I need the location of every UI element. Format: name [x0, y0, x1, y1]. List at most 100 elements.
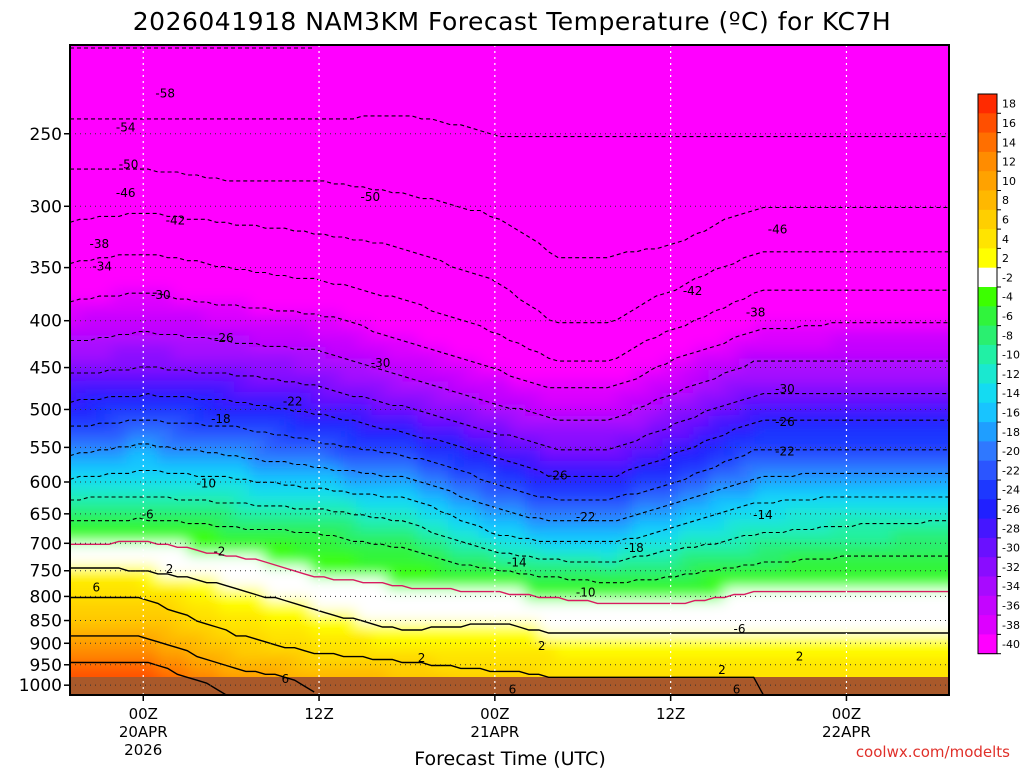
field-cell: [203, 427, 220, 440]
field-cell: [141, 59, 158, 72]
field-cell: [80, 266, 97, 279]
field-cell: [877, 657, 893, 670]
field-cell: [371, 301, 388, 314]
field-cell: [570, 496, 587, 509]
field-cell: [141, 45, 158, 49]
field-cell: [815, 404, 832, 417]
field-cell: [341, 657, 357, 670]
field-cell: [954, 589, 970, 601]
field-cell: [754, 657, 771, 670]
field-cell: [80, 473, 97, 486]
x-tick-label: 22APR: [822, 723, 871, 741]
field-cell: [678, 404, 694, 417]
field-cell: [524, 611, 541, 624]
field-cell: [800, 174, 817, 187]
field-cell: [356, 462, 373, 475]
field-cell: [509, 174, 526, 187]
field-cell: [632, 266, 648, 279]
field-cell: [800, 45, 817, 49]
field-cell: [647, 243, 664, 256]
field-cell: [478, 94, 495, 107]
field-cell: [295, 381, 311, 394]
field-cell: [218, 531, 235, 544]
y-tick-label: 800: [30, 587, 62, 607]
field-cell: [570, 209, 587, 222]
field-cell: [586, 416, 602, 429]
colorbar-label: -28: [1002, 522, 1020, 535]
field-cell: [70, 370, 82, 383]
field-cell: [831, 370, 847, 383]
field-cell: [785, 623, 802, 636]
field-cell: [801, 704, 817, 716]
field-cell: [172, 450, 189, 463]
field-cell: [463, 140, 480, 153]
field-cell: [70, 140, 82, 153]
field-cell: [815, 197, 832, 210]
field-cell: [187, 646, 204, 659]
field-cell: [723, 381, 740, 394]
field-cell: [540, 370, 556, 383]
field-cell: [769, 439, 786, 452]
field-cell: [463, 462, 480, 475]
field-cell: [356, 565, 373, 578]
field-cell: [846, 335, 863, 348]
field-cell: [80, 163, 97, 176]
field-cell: [509, 381, 526, 394]
colorbar-swatch: [978, 383, 997, 404]
field-cell: [754, 243, 771, 256]
field-cell: [264, 243, 281, 256]
field-cell: [172, 312, 189, 325]
field-cell: [555, 519, 572, 532]
field-cell: [371, 588, 388, 601]
field-cell: [203, 140, 220, 153]
field-cell: [387, 565, 403, 578]
field-cell: [877, 381, 893, 394]
field-cell: [647, 404, 664, 417]
field-cell: [938, 140, 949, 153]
field-cell: [249, 473, 265, 486]
field-cell: [371, 324, 388, 337]
field-cell: [662, 588, 679, 601]
field-cell: [341, 496, 357, 509]
field-cell: [586, 105, 602, 118]
field-cell: [70, 519, 82, 532]
field-cell: [295, 128, 311, 141]
field-cell: [831, 531, 847, 544]
field-cell: [570, 232, 587, 245]
field-cell: [923, 59, 939, 72]
field-cell: [831, 565, 847, 578]
field-cell: [831, 381, 847, 394]
field-cell: [233, 393, 250, 406]
field-cell: [923, 450, 939, 463]
field-cell: [249, 393, 265, 406]
field-cell: [601, 519, 618, 532]
field-cell: [203, 71, 220, 84]
field-cell: [815, 45, 832, 49]
field-cell: [96, 94, 112, 107]
colorbar-label: -6: [1002, 310, 1013, 323]
field-cell: [187, 278, 204, 291]
colorbar-swatch: [978, 287, 997, 307]
field-cell: [310, 59, 327, 72]
field-cell: [417, 611, 434, 624]
field-cell: [861, 531, 878, 544]
field-cell: [678, 623, 694, 636]
field-cell: [126, 600, 143, 613]
field-cell: [387, 634, 403, 647]
field-cell: [662, 163, 679, 176]
field-cell: [570, 71, 587, 84]
field-cell: [632, 347, 648, 360]
field-cell: [723, 255, 740, 268]
field-cell: [432, 531, 449, 544]
field-cell: [601, 704, 617, 716]
field-cell: [249, 657, 265, 670]
field-cell: [601, 531, 618, 544]
credit-link[interactable]: coolwx.com/modelts: [856, 743, 1010, 761]
field-cell: [249, 611, 265, 624]
field-cell: [739, 82, 756, 95]
field-cell: [126, 94, 143, 107]
field-cell: [310, 623, 327, 636]
field-cell: [402, 623, 419, 636]
field-cell: [524, 117, 541, 130]
field-cell: [693, 427, 710, 440]
